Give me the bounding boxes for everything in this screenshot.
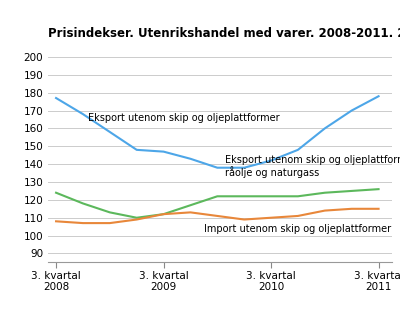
Text: Eksport utenom skip og oljeplattformer,
råolje og naturgass: Eksport utenom skip og oljeplattformer, … — [225, 155, 400, 179]
Text: Import utenom skip og oljeplattformer: Import utenom skip og oljeplattformer — [204, 224, 391, 234]
Text: Eksport utenom skip og oljeplattformer: Eksport utenom skip og oljeplattformer — [88, 113, 280, 123]
Text: Prisindekser. Utenrikshandel med varer. 2008-2011. 2000=100: Prisindekser. Utenrikshandel med varer. … — [48, 27, 400, 40]
